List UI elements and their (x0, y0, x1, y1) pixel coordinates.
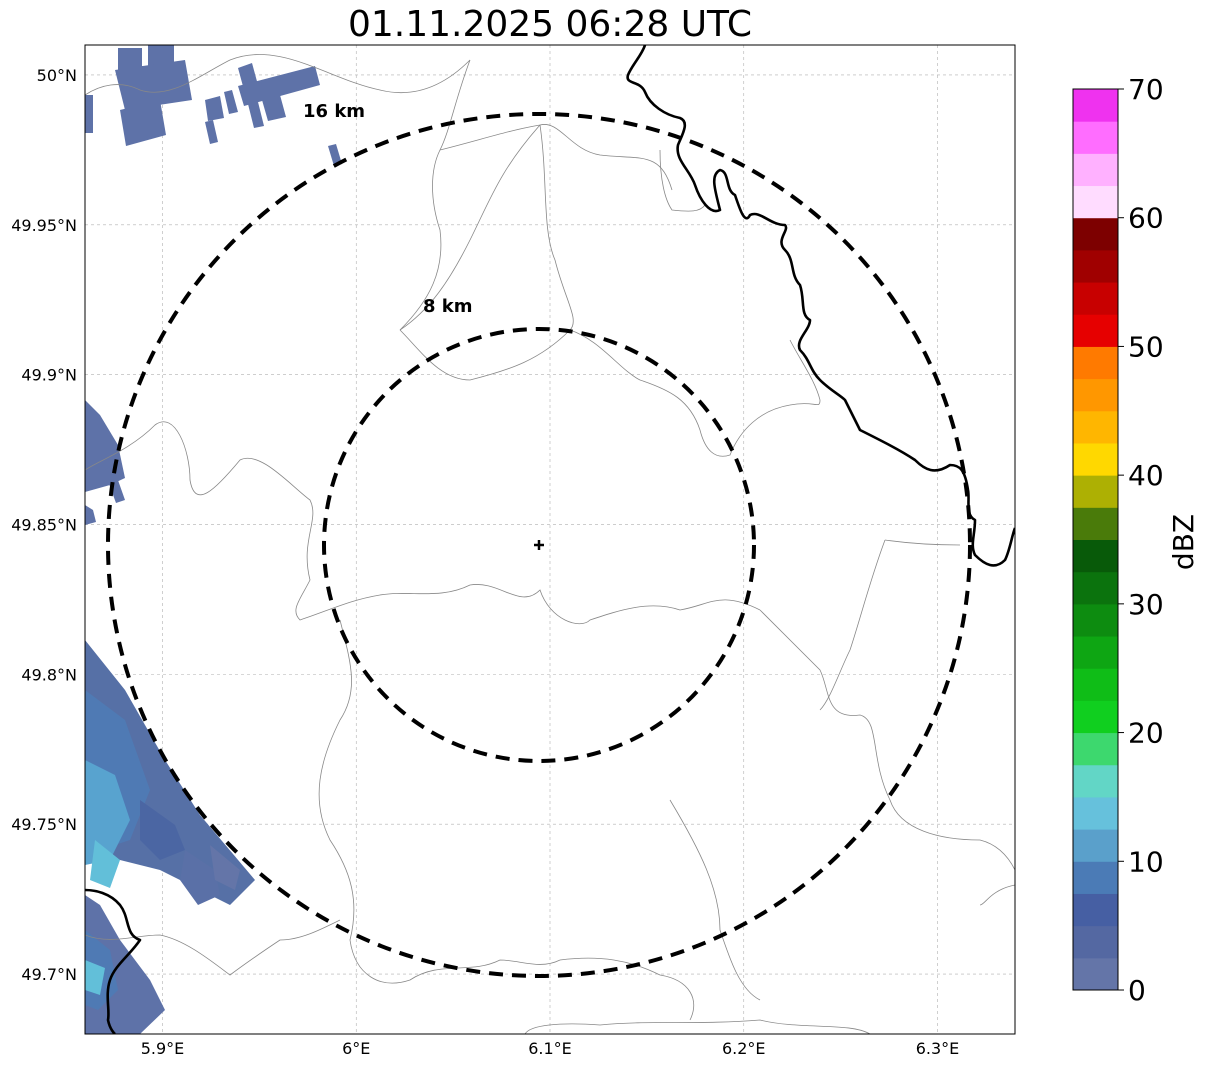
radar-site-marker (534, 540, 544, 550)
colorbar-bin (1073, 925, 1118, 959)
colorbar-tick-label: 50 (1128, 330, 1164, 363)
colorbar-bin (1073, 796, 1118, 830)
colorbar-bin (1073, 249, 1118, 283)
colorbar-bin (1073, 893, 1118, 927)
colorbar-bin (1073, 89, 1118, 122)
admin-borders (85, 54, 1015, 1034)
colorbar-bin (1073, 957, 1118, 991)
colorbar-bin (1073, 314, 1118, 347)
echo-cluster-south (85, 895, 165, 1034)
lon-tick-label: 6°E (342, 1039, 370, 1058)
colorbar-bin (1073, 732, 1118, 766)
range-ring-label-16km: 16 km (303, 101, 365, 122)
range-ring-16km (106, 112, 972, 978)
colorbar-bin (1073, 603, 1118, 637)
range-rings (106, 112, 972, 978)
radar-echoes (85, 45, 342, 1034)
colorbar-bin (1073, 153, 1118, 187)
colorbar-tick-label: 60 (1128, 202, 1164, 235)
colorbar-bin (1073, 346, 1118, 380)
range-ring-label-8km: 8 km (423, 296, 473, 317)
lat-tick-label: 49.7°N (21, 965, 77, 984)
colorbar-bin (1073, 861, 1118, 894)
colorbar-bin (1073, 700, 1118, 734)
colorbar-bin (1073, 764, 1118, 798)
colorbar-frame (1072, 88, 1119, 991)
colorbar-bin (1073, 217, 1118, 251)
lat-tick-label: 49.85°N (11, 516, 77, 535)
colorbar-tick-label: 70 (1128, 73, 1164, 106)
lat-tick-label: 49.95°N (11, 216, 77, 235)
colorbar-bin (1073, 571, 1118, 605)
map-title: 01.11.2025 06:28 UTC (347, 4, 753, 45)
lon-tick-label: 6.2°E (722, 1039, 766, 1058)
range-ring-8km (322, 327, 756, 763)
colorbar-bin (1073, 668, 1118, 701)
map-area: 8 km 16 km (85, 45, 1015, 1034)
colorbar-bin (1073, 636, 1118, 669)
echo-cluster-north (85, 45, 342, 166)
lat-tick-label: 50°N (37, 66, 77, 85)
colorbar-label: dBZ (1167, 514, 1200, 570)
colorbar-bin (1073, 829, 1118, 862)
colorbar-tick-label: 30 (1128, 588, 1164, 621)
colorbar-tick-label: 20 (1128, 717, 1164, 750)
longitude-labels: 5.9°E 6°E 6.1°E 6.2°E 6.3°E (141, 1039, 960, 1058)
lat-tick-label: 49.9°N (21, 366, 77, 385)
colorbar-bins (1073, 89, 1118, 991)
colorbar-tick-label: 40 (1128, 459, 1164, 492)
lon-tick-label: 6.1°E (528, 1039, 572, 1058)
colorbar-bin (1073, 121, 1118, 154)
lon-tick-label: 5.9°E (141, 1039, 185, 1058)
colorbar-bin (1073, 378, 1118, 412)
lat-tick-label: 49.8°N (21, 665, 77, 684)
colorbar: 0 10 20 30 40 50 60 70 dBZ (1072, 73, 1200, 1007)
colorbar-tick-label: 0 (1128, 974, 1146, 1007)
colorbar-bin (1073, 282, 1118, 315)
gridlines (85, 45, 1015, 1034)
lon-tick-label: 6.3°E (916, 1039, 960, 1058)
colorbar-bin (1073, 539, 1118, 573)
colorbar-bin (1073, 185, 1118, 219)
colorbar-bin (1073, 410, 1118, 444)
latitude-labels: 50°N 49.95°N 49.9°N 49.85°N 49.8°N 49.75°N 49.… (11, 66, 77, 984)
colorbar-ticks: 0 10 20 30 40 50 60 70 (1118, 73, 1164, 1007)
colorbar-tick-label: 10 (1128, 845, 1164, 878)
colorbar-bin (1073, 442, 1118, 476)
colorbar-bin (1073, 507, 1118, 540)
lat-tick-label: 49.75°N (11, 815, 77, 834)
map-frame (84, 44, 1016, 1035)
echo-cluster-southwest (85, 640, 255, 905)
colorbar-bin (1073, 475, 1118, 508)
